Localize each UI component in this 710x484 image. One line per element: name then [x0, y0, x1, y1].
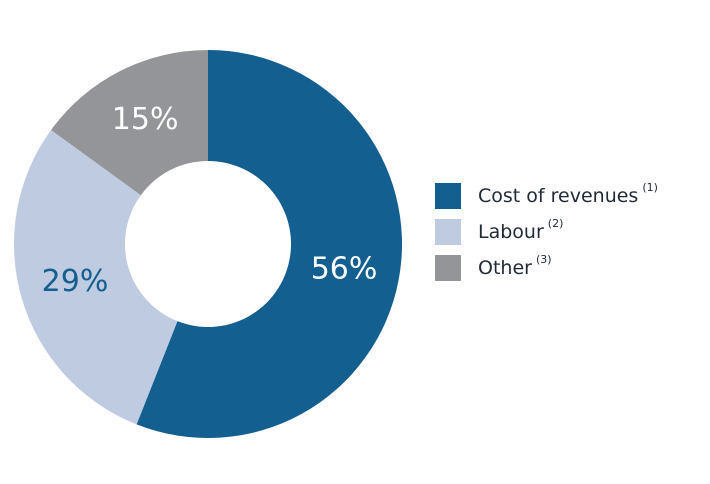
legend-label: Other (3) [478, 253, 552, 279]
legend-label: Labour (2) [478, 217, 563, 243]
legend-name: Cost of revenues [478, 185, 638, 207]
legend-label: Cost of revenues (1) [478, 181, 658, 207]
legend-name: Other [478, 257, 532, 279]
donut-segment [51, 50, 208, 196]
legend-swatch [435, 255, 461, 281]
legend-name: Labour [478, 221, 544, 243]
value-label: 15% [112, 102, 179, 137]
value-label: 56% [311, 251, 378, 286]
legend-footnote: (3) [536, 253, 552, 266]
legend-footnote: (2) [548, 217, 564, 230]
legend-footnote: (1) [642, 181, 658, 194]
legend-swatch [435, 219, 461, 245]
value-label: 29% [42, 264, 109, 299]
legend-swatch [435, 183, 461, 209]
donut-segment [13, 129, 178, 425]
donut-segment [136, 50, 403, 438]
